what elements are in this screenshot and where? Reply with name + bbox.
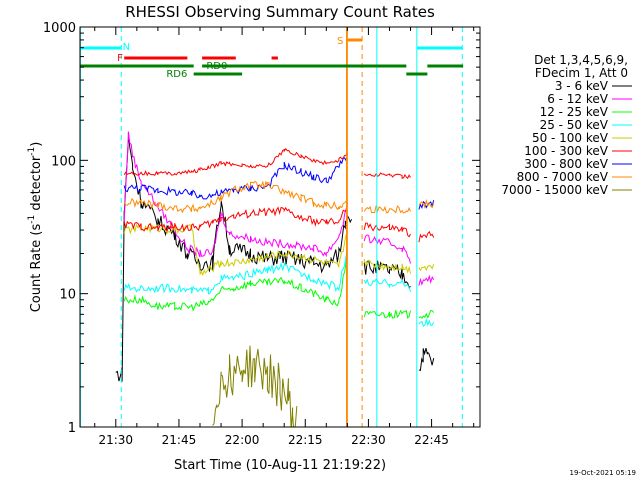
series-group — [80, 27, 463, 427]
axes: 21:30 21:45 22:00 22:15 22:30 22:45 1 10 100 1000 — [43, 21, 481, 447]
legend-label: 7000 - 15000 keV — [501, 183, 608, 197]
plot-area — [80, 27, 463, 427]
y-tick-label: 100 — [51, 154, 76, 169]
y-axis-label: Count Rate (s-1 detector-1) — [27, 142, 44, 313]
legend-label: 6 - 12 keV — [547, 92, 609, 106]
timestamp: 19-Oct-2021 05:19 — [570, 469, 636, 477]
x-tick-label: 22:45 — [414, 433, 449, 447]
series-line-100-300-kev-high — [123, 147, 411, 180]
chart-title: RHESSI Observing Summary Count Rates — [125, 3, 435, 21]
series-line-25-50-kev — [123, 248, 435, 327]
x-tick-label: 22:00 — [225, 433, 260, 447]
series-line-6-12-kev — [123, 131, 435, 286]
y-axis-label-sup1: -1 — [27, 215, 37, 224]
series-line-300-800-kev — [123, 153, 435, 210]
legend-label: 25 - 50 keV — [540, 118, 609, 132]
y-tick-label: 1 — [68, 421, 76, 436]
x-axis-label: Start Time (10-Aug-11 21:19:22) — [174, 458, 386, 473]
series-line-800-7000-kev — [123, 180, 435, 214]
flag-label-n: N — [123, 42, 130, 53]
legend-label: 12 - 25 keV — [540, 105, 609, 119]
flag-label-rd0: RD0 — [206, 61, 227, 72]
legend-label: 300 - 800 keV — [524, 157, 608, 171]
legend-header-line-2: FDecim 1, Att 0 — [535, 66, 628, 80]
legend-label: 800 - 7000 keV — [517, 170, 609, 184]
flag-label-f: F — [117, 53, 123, 64]
flag-label-rd6: RD6 — [166, 69, 187, 80]
series-line-50-100-kev — [123, 223, 435, 277]
plot-frame — [79, 26, 481, 428]
series-line-3-6-kev — [115, 132, 435, 382]
status-flags: NF S RD0 RD6 — [80, 36, 464, 80]
y-tick-label: 1000 — [43, 21, 76, 36]
legend-label: 100 - 300 keV — [524, 144, 608, 158]
y-axis-label-sup2: -1 — [27, 147, 37, 156]
flag-label-s: S — [337, 36, 343, 47]
series-line-7000-15000-kev — [212, 345, 298, 427]
x-tick-label: 21:45 — [162, 433, 197, 447]
legend-label: 3 - 6 keV — [555, 79, 609, 93]
series-line-12-25-kev — [123, 254, 435, 319]
legend-label: 50 - 100 keV — [532, 131, 609, 145]
legend-header-line-1: Det 1,3,4,5,6,9, — [534, 53, 628, 67]
x-tick-label: 21:30 — [98, 433, 133, 447]
x-tick-label: 22:15 — [288, 433, 323, 447]
y-tick-label: 10 — [59, 288, 76, 303]
x-tick-label: 22:30 — [351, 433, 386, 447]
series-line-100-300-kev — [123, 203, 435, 243]
